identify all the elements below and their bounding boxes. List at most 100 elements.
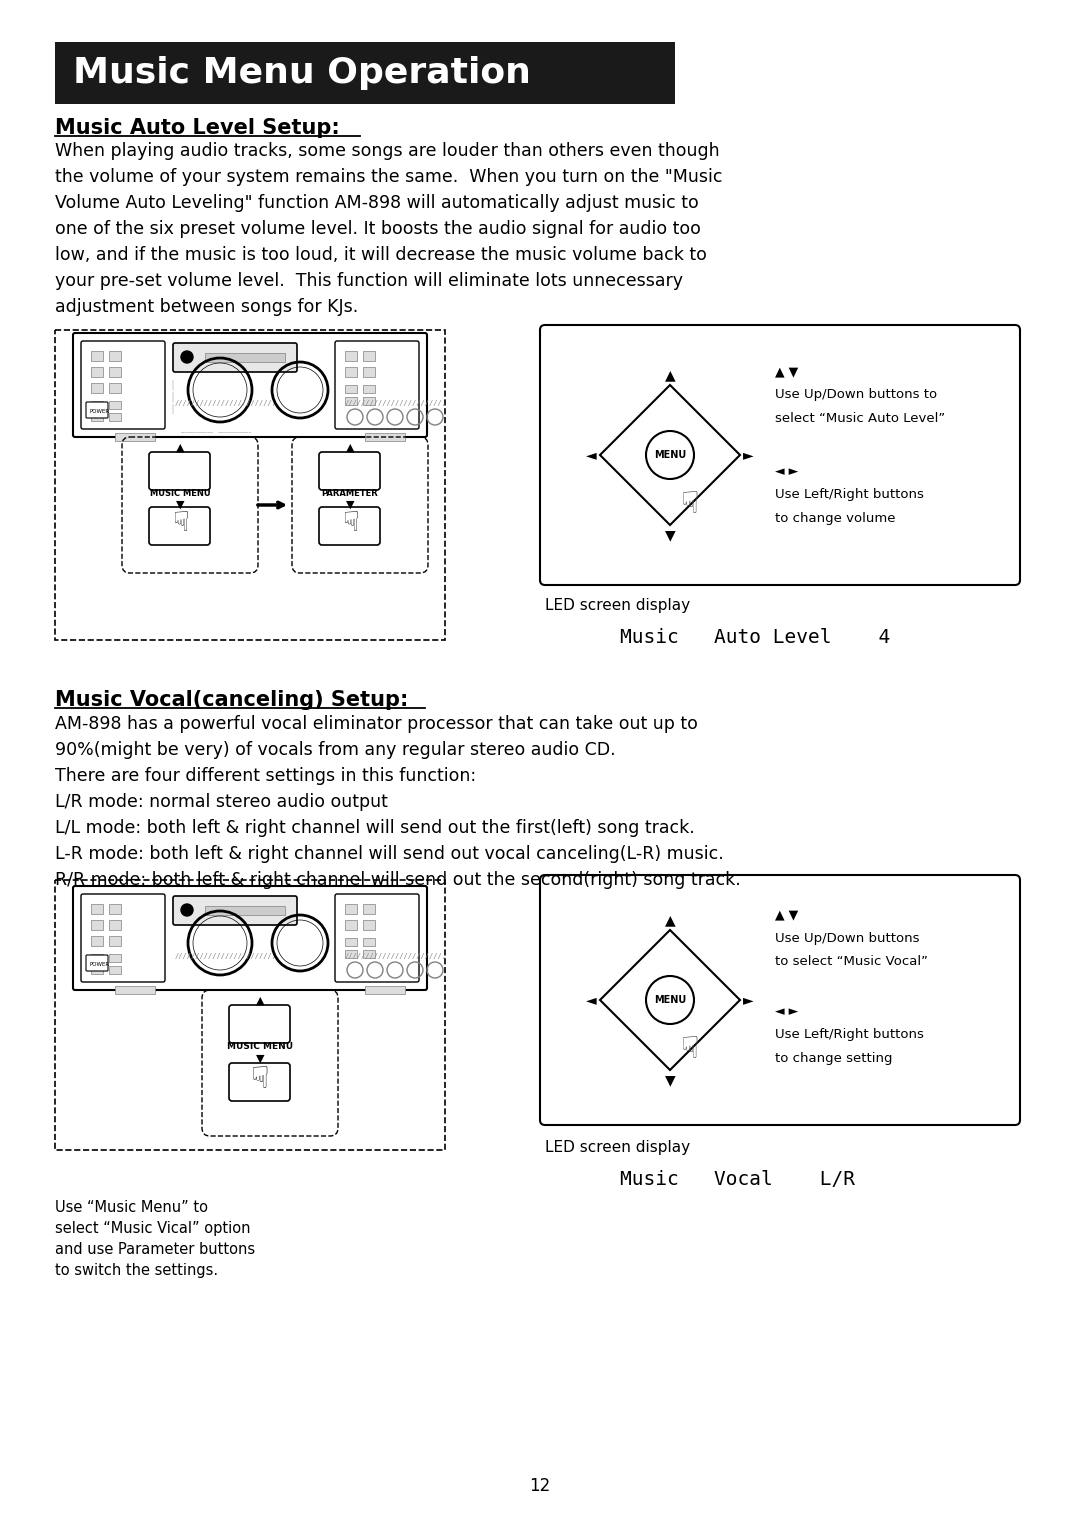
Bar — [114, 433, 156, 440]
Bar — [205, 354, 285, 363]
Text: ///////////////////////,: ///////////////////////, — [345, 399, 447, 405]
Text: Use “Music Menu” to
select “Music Vical” option
and use Parameter buttons
to swi: Use “Music Menu” to select “Music Vical”… — [55, 1199, 255, 1279]
Text: 90%(might be very) of vocals from any regular stereo audio CD.: 90%(might be very) of vocals from any re… — [55, 741, 616, 759]
Bar — [345, 937, 357, 946]
Text: Use Up/Down buttons: Use Up/Down buttons — [775, 933, 919, 945]
Text: ▲: ▲ — [664, 367, 675, 383]
Text: ►: ► — [743, 448, 754, 462]
Bar — [345, 904, 357, 914]
Text: PARAMETER: PARAMETER — [322, 489, 378, 498]
Bar — [55, 43, 675, 104]
Text: MUSIC MENU: MUSIC MENU — [227, 1042, 293, 1052]
Text: ◄ ►: ◄ ► — [775, 1004, 798, 1018]
Bar — [114, 986, 156, 994]
Text: the volume of your system remains the same.  When you turn on the "Music: the volume of your system remains the sa… — [55, 168, 723, 186]
FancyBboxPatch shape — [319, 453, 380, 491]
Bar — [91, 367, 103, 376]
Bar — [363, 904, 375, 914]
Text: ///////////////////////,: ///////////////////////, — [175, 399, 276, 405]
Text: AM-898 has a powerful vocal eliminator processor that can take out up to: AM-898 has a powerful vocal eliminator p… — [55, 715, 698, 733]
Text: Music Auto Level Setup:: Music Auto Level Setup: — [55, 117, 340, 139]
Bar — [109, 936, 121, 946]
Bar — [91, 966, 103, 974]
Bar — [109, 383, 121, 393]
Circle shape — [181, 351, 193, 363]
Text: 12: 12 — [529, 1477, 551, 1495]
Text: ☟: ☟ — [172, 509, 188, 536]
Bar — [91, 904, 103, 914]
Text: ▼: ▼ — [664, 1073, 675, 1087]
Bar — [363, 396, 375, 405]
Circle shape — [646, 431, 694, 479]
Bar — [365, 986, 405, 994]
Bar — [345, 386, 357, 393]
Text: ///////////////////////,: ///////////////////////, — [345, 952, 447, 959]
FancyBboxPatch shape — [540, 875, 1020, 1125]
FancyBboxPatch shape — [73, 885, 427, 991]
Text: ◄: ◄ — [586, 994, 597, 1007]
Text: Use Up/Down buttons to: Use Up/Down buttons to — [775, 389, 937, 401]
Bar — [345, 949, 357, 959]
Text: ///////////////////////,: ///////////////////////, — [175, 952, 276, 959]
Text: Music Menu Operation: Music Menu Operation — [73, 56, 531, 90]
Text: Music   Vocal    L/R: Music Vocal L/R — [620, 1170, 855, 1189]
FancyBboxPatch shape — [86, 402, 108, 418]
Bar — [109, 954, 121, 962]
Bar — [91, 351, 103, 361]
Bar — [109, 413, 121, 421]
Text: select “Music Auto Level”: select “Music Auto Level” — [775, 411, 945, 425]
FancyBboxPatch shape — [149, 507, 210, 546]
FancyBboxPatch shape — [335, 895, 419, 981]
FancyBboxPatch shape — [335, 341, 419, 428]
Text: ▲: ▲ — [176, 443, 185, 453]
Text: to change volume: to change volume — [775, 512, 895, 524]
Circle shape — [181, 904, 193, 916]
Bar — [91, 401, 103, 408]
Bar — [109, 966, 121, 974]
Text: ▼: ▼ — [346, 500, 354, 511]
Bar — [345, 351, 357, 361]
Text: Music Vocal(canceling) Setup:: Music Vocal(canceling) Setup: — [55, 690, 408, 710]
Bar — [345, 920, 357, 930]
Text: Volume Auto Leveling" function AM-898 will automatically adjust music to: Volume Auto Leveling" function AM-898 wi… — [55, 194, 699, 212]
Text: When playing audio tracks, some songs are louder than others even though: When playing audio tracks, some songs ar… — [55, 142, 719, 160]
Bar — [345, 367, 357, 376]
Bar — [363, 386, 375, 393]
FancyBboxPatch shape — [81, 341, 165, 428]
FancyBboxPatch shape — [173, 343, 297, 372]
Text: ☟: ☟ — [680, 491, 700, 520]
Text: ▼: ▼ — [176, 500, 185, 511]
FancyBboxPatch shape — [149, 453, 210, 491]
Text: L-R mode: both left & right channel will send out vocal canceling(L-R) music.: L-R mode: both left & right channel will… — [55, 844, 724, 863]
Text: MENU: MENU — [653, 450, 686, 460]
Text: one of the six preset volume level. It boosts the audio signal for audio too: one of the six preset volume level. It b… — [55, 219, 701, 238]
FancyBboxPatch shape — [540, 325, 1020, 585]
Text: POWER: POWER — [90, 408, 110, 415]
Text: ▲ ▼: ▲ ▼ — [775, 366, 798, 378]
Text: ▲: ▲ — [346, 443, 354, 453]
FancyBboxPatch shape — [73, 334, 427, 437]
Bar — [363, 920, 375, 930]
Text: to change setting: to change setting — [775, 1052, 892, 1065]
Text: your pre-set volume level.  This function will eliminate lots unnecessary: your pre-set volume level. This function… — [55, 271, 683, 290]
Text: ▼: ▼ — [664, 527, 675, 543]
Text: ▲ ▼: ▲ ▼ — [775, 908, 798, 920]
Text: ☟: ☟ — [251, 1065, 269, 1094]
Text: Use Left/Right buttons: Use Left/Right buttons — [775, 1029, 923, 1041]
Circle shape — [646, 975, 694, 1024]
Text: ▼: ▼ — [256, 1055, 265, 1064]
Text: ▲: ▲ — [664, 913, 675, 927]
Bar — [91, 920, 103, 930]
Bar — [363, 367, 375, 376]
Text: ____________   ____________: ____________ ____________ — [180, 427, 252, 431]
Text: There are four different settings in this function:: There are four different settings in thi… — [55, 767, 476, 785]
FancyBboxPatch shape — [319, 507, 380, 546]
FancyBboxPatch shape — [86, 956, 108, 971]
Text: Music   Auto Level    4: Music Auto Level 4 — [620, 628, 890, 648]
Text: LED screen display: LED screen display — [545, 597, 690, 613]
Bar — [345, 396, 357, 405]
Bar — [109, 351, 121, 361]
Text: LED screen display: LED screen display — [545, 1140, 690, 1155]
Bar — [365, 433, 405, 440]
Bar — [109, 401, 121, 408]
